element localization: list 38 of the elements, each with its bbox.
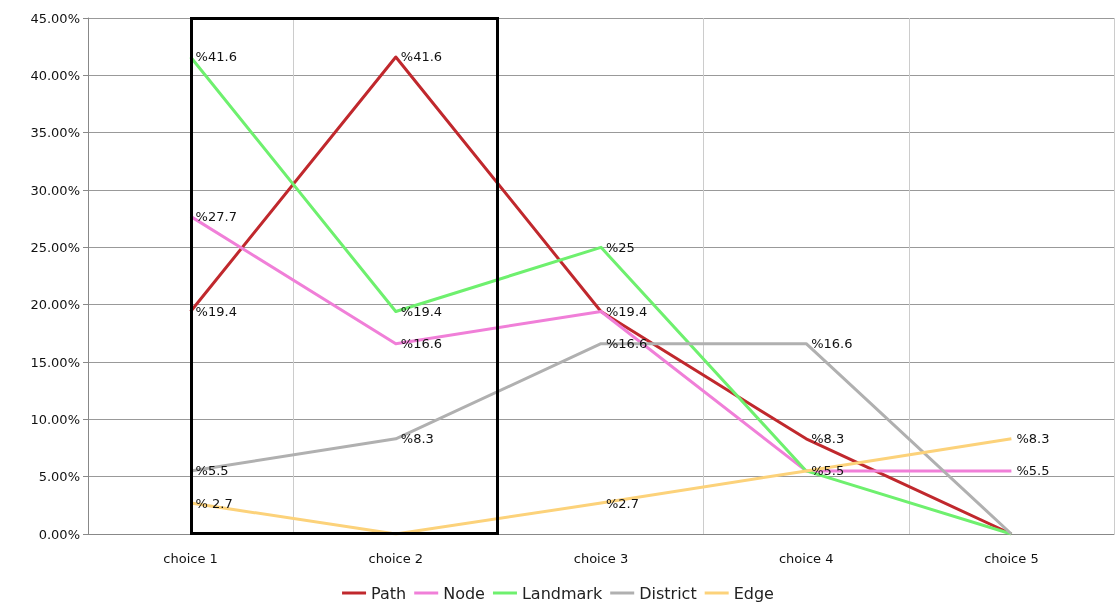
data-label: %16.6 bbox=[606, 336, 648, 352]
y-tick-label: 15.00% bbox=[30, 354, 80, 370]
data-label: %19.4 bbox=[606, 304, 648, 320]
legend-label: Landmark bbox=[521, 583, 603, 603]
data-label: %8.3 bbox=[811, 431, 845, 447]
data-label: %8.3 bbox=[400, 431, 434, 447]
legend-label: Edge bbox=[733, 583, 774, 603]
data-label: %27.7 bbox=[195, 208, 237, 224]
y-tick-label: 10.00% bbox=[30, 411, 80, 427]
x-tick-label: choice 2 bbox=[368, 551, 424, 566]
data-label: %41.6 bbox=[400, 49, 443, 65]
x-tick-label: choice 4 bbox=[778, 551, 834, 566]
x-tick-label: choice 3 bbox=[573, 551, 629, 566]
data-label: %19.4 bbox=[195, 304, 237, 320]
data-label: %5.5 bbox=[195, 463, 229, 479]
y-tick-label: 5.00% bbox=[38, 469, 80, 485]
data-label: %16.6 bbox=[811, 336, 853, 352]
data-label: %8.3 bbox=[1016, 431, 1050, 447]
data-label: %5.5 bbox=[1016, 463, 1050, 479]
data-label: %41.6 bbox=[195, 49, 237, 65]
y-tick-label: 40.00% bbox=[30, 67, 80, 83]
legend-label: Node bbox=[443, 583, 485, 603]
data-label: %2.7 bbox=[606, 495, 640, 511]
x-tick-label: choice 1 bbox=[163, 551, 218, 566]
legend-label: District bbox=[639, 583, 697, 603]
data-label: %16.6 bbox=[400, 336, 443, 352]
data-label: %5.5 bbox=[811, 463, 845, 479]
y-tick-label: 20.00% bbox=[30, 297, 80, 313]
legend-label: Path bbox=[371, 583, 407, 603]
data-label: %19.4 bbox=[400, 304, 443, 320]
y-tick-label: 35.00% bbox=[30, 125, 80, 141]
data-label: %25 bbox=[606, 239, 635, 255]
y-tick-label: 25.00% bbox=[30, 239, 80, 255]
y-tick-label: 45.00% bbox=[30, 10, 80, 26]
y-tick-label: 30.00% bbox=[30, 182, 80, 198]
y-tick-label: 0.00% bbox=[38, 526, 80, 542]
data-label: % 2.7 bbox=[195, 495, 233, 511]
x-tick-label: choice 5 bbox=[984, 551, 1039, 566]
